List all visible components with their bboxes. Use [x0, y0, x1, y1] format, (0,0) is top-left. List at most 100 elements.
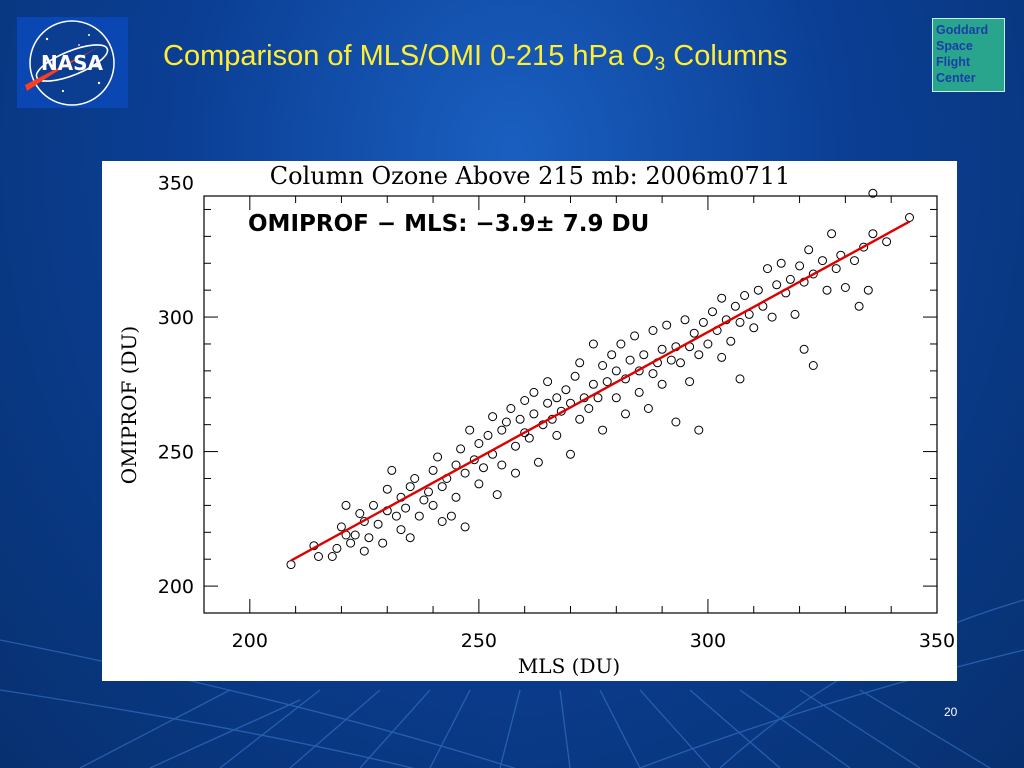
data-point	[414, 511, 424, 521]
scatter-points	[286, 188, 914, 570]
data-point	[424, 487, 433, 497]
x-tick-label: 250	[461, 630, 497, 652]
slide-title: Comparison of MLS/OMI 0-215 hPa O3 Colum…	[163, 40, 788, 76]
data-point	[740, 291, 750, 300]
data-point	[643, 404, 653, 413]
data-point	[474, 439, 484, 448]
x-tick-label: 300	[690, 630, 726, 652]
data-point	[428, 465, 438, 475]
data-point	[479, 463, 488, 473]
data-point	[460, 468, 470, 478]
data-point	[552, 393, 562, 403]
data-point	[501, 417, 511, 427]
data-point	[561, 385, 571, 395]
data-point	[602, 377, 612, 387]
data-point	[730, 301, 740, 311]
y-axis-label: OMIPROF (DU)	[117, 326, 141, 484]
data-point	[726, 336, 736, 346]
data-point	[698, 317, 708, 327]
data-point	[854, 301, 864, 311]
data-point	[666, 355, 676, 365]
chart-title: Column Ozone Above 215 mb: 2006m0711	[270, 162, 791, 190]
data-point	[584, 404, 594, 413]
data-point	[359, 546, 369, 556]
data-point	[822, 285, 832, 295]
data-point	[676, 358, 685, 368]
data-point	[492, 490, 502, 500]
data-point	[511, 441, 520, 451]
data-point	[703, 339, 713, 349]
y-tick-label: 350	[158, 173, 194, 195]
y-tick-labels: 200 250 300 350	[158, 173, 194, 599]
data-point	[575, 414, 585, 424]
x-tick-label: 350	[919, 630, 955, 652]
nasa-logo: NASA	[17, 17, 128, 108]
data-point	[808, 361, 818, 370]
y-tick-label: 250	[158, 442, 194, 464]
data-point	[863, 285, 873, 295]
data-point	[616, 339, 626, 349]
data-point	[346, 538, 356, 548]
plot-frame	[203, 195, 938, 614]
data-point	[314, 552, 323, 561]
data-point	[391, 511, 401, 521]
data-point	[469, 455, 479, 465]
data-point	[437, 482, 447, 492]
data-point	[588, 339, 598, 349]
data-point	[387, 465, 397, 475]
y-tick-label: 300	[158, 307, 194, 329]
data-point	[648, 369, 658, 379]
chart-annotation: OMIPROF − MLS: −3.9± 7.9 DU	[248, 211, 649, 237]
data-point	[804, 245, 814, 255]
data-point	[763, 264, 772, 274]
data-point	[566, 449, 575, 459]
data-point	[680, 315, 690, 325]
data-point	[405, 482, 415, 492]
data-point	[657, 344, 667, 354]
goddard-logo-line: Flight	[936, 55, 971, 69]
data-point	[488, 412, 498, 422]
data-point	[378, 538, 388, 548]
data-point	[543, 377, 553, 387]
data-point	[868, 188, 878, 198]
data-point	[598, 361, 608, 370]
data-point	[859, 242, 869, 252]
data-point	[790, 309, 800, 319]
slide-title-subscript: 3	[654, 54, 666, 75]
data-point	[611, 366, 621, 376]
data-point	[396, 525, 406, 535]
data-point	[868, 229, 878, 239]
data-point	[799, 344, 809, 354]
data-point	[570, 371, 580, 381]
data-point	[753, 285, 763, 295]
data-point	[428, 500, 438, 510]
data-point	[341, 500, 351, 510]
data-point	[437, 517, 447, 526]
data-point	[735, 317, 745, 327]
x-tick-label: 200	[232, 630, 268, 652]
data-point	[529, 387, 539, 397]
data-point	[735, 374, 745, 384]
data-point	[355, 509, 365, 518]
data-point	[840, 283, 850, 292]
data-point	[327, 552, 337, 561]
data-point	[474, 479, 484, 489]
data-point	[694, 350, 704, 360]
data-point	[497, 425, 507, 435]
data-point	[648, 326, 658, 335]
axis-ticks	[204, 196, 938, 613]
data-point	[350, 530, 360, 540]
goddard-logo-line: Center	[936, 71, 976, 85]
data-point	[465, 425, 475, 435]
data-point	[882, 237, 892, 247]
y-tick-label: 200	[158, 576, 194, 598]
data-point	[460, 522, 470, 532]
data-point	[543, 398, 553, 408]
slide-title-main: Comparison of MLS/OMI 0-215 hPa O	[163, 40, 655, 72]
slide-title-end: Columns	[665, 40, 788, 72]
goddard-logo-line: Goddard	[936, 23, 989, 37]
data-point	[364, 533, 374, 543]
data-point	[446, 511, 456, 521]
data-point	[694, 425, 704, 435]
data-point	[905, 213, 914, 222]
